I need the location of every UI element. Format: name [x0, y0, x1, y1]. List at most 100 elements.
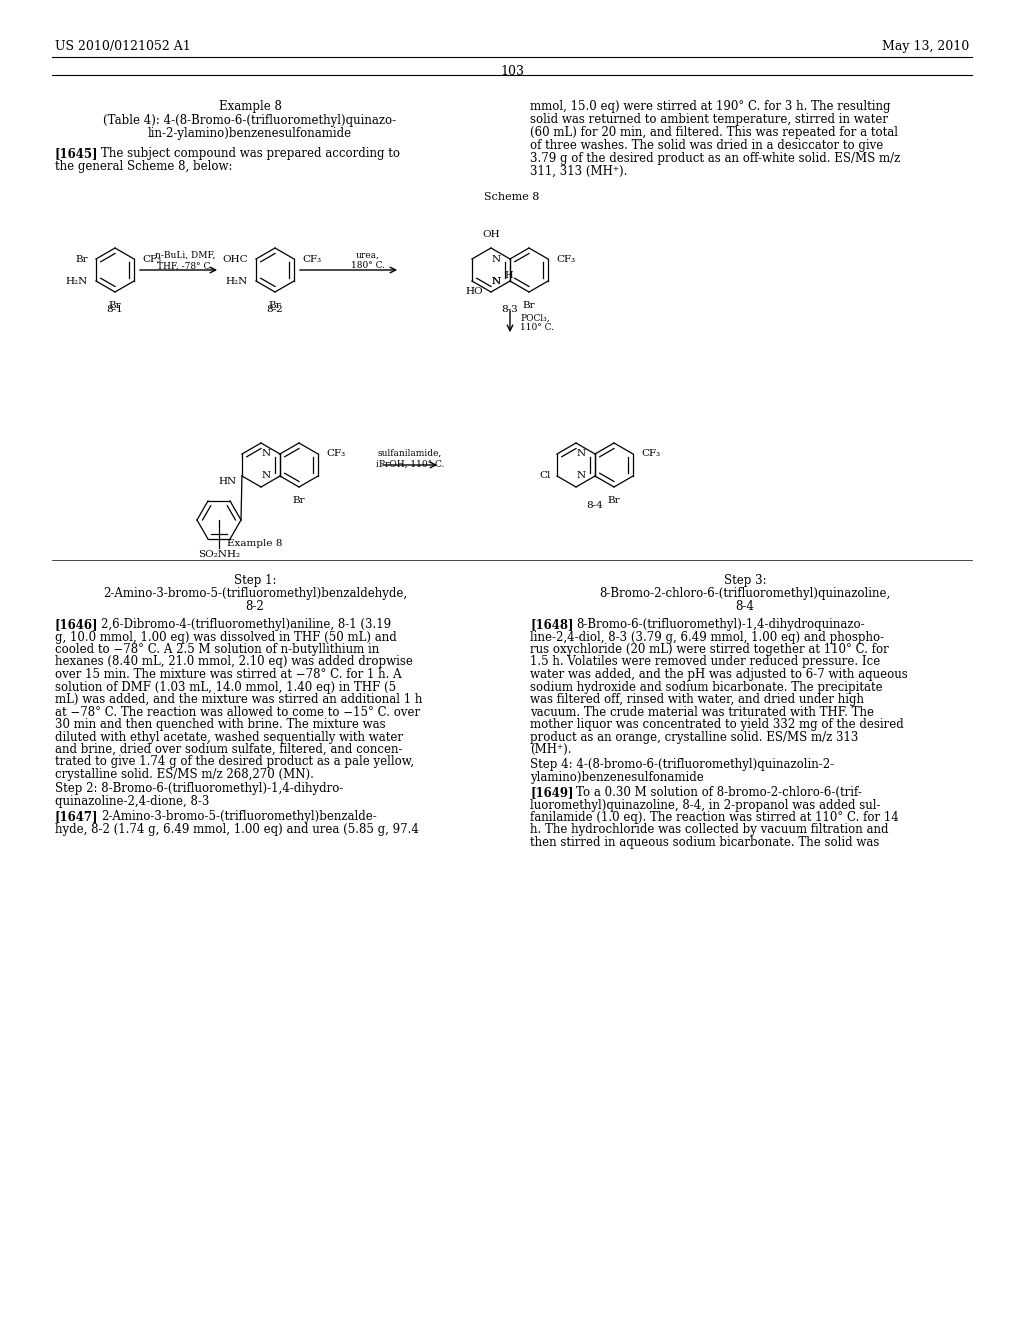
Text: N: N [492, 255, 501, 264]
Text: May 13, 2010: May 13, 2010 [882, 40, 969, 53]
Text: then stirred in aqueous sodium bicarbonate. The solid was: then stirred in aqueous sodium bicarbona… [530, 836, 880, 849]
Text: SO₂NH₂: SO₂NH₂ [198, 550, 240, 558]
Text: 110° C.: 110° C. [520, 323, 554, 333]
Text: Example 8: Example 8 [227, 539, 283, 548]
Text: N: N [577, 471, 586, 480]
Text: Br: Br [607, 496, 621, 506]
Text: 8-2: 8-2 [246, 601, 264, 612]
Text: US 2010/0121052 A1: US 2010/0121052 A1 [55, 40, 190, 53]
Text: H₂N: H₂N [225, 276, 248, 285]
Text: sulfanilamide,: sulfanilamide, [378, 449, 442, 458]
Text: h. The hydrochloride was collected by vacuum filtration and: h. The hydrochloride was collected by va… [530, 824, 889, 837]
Text: CF₃: CF₃ [556, 255, 575, 264]
Text: 8-4: 8-4 [735, 601, 755, 612]
Text: Br: Br [268, 301, 282, 310]
Text: (MH⁺).: (MH⁺). [530, 743, 571, 756]
Text: fanilamide (1.0 eq). The reaction was stirred at 110° C. for 14: fanilamide (1.0 eq). The reaction was st… [530, 810, 899, 824]
Text: solid was returned to ambient temperature, stirred in water: solid was returned to ambient temperatur… [530, 114, 888, 125]
Text: mL) was added, and the mixture was stirred an additional 1 h: mL) was added, and the mixture was stirr… [55, 693, 422, 706]
Text: HN: HN [219, 477, 237, 486]
Text: POCl₃,: POCl₃, [520, 314, 550, 322]
Text: vacuum. The crude material was triturated with THF. The: vacuum. The crude material was triturate… [530, 705, 874, 718]
Text: H₂N: H₂N [66, 276, 88, 285]
Text: The subject compound was prepared according to: The subject compound was prepared accord… [101, 147, 400, 160]
Text: Step 2: 8-Bromo-6-(trifluoromethyl)-1,4-dihydro-: Step 2: 8-Bromo-6-(trifluoromethyl)-1,4-… [55, 781, 343, 795]
Text: 8-4: 8-4 [587, 500, 603, 510]
Text: H: H [505, 272, 513, 281]
Text: [1646]: [1646] [55, 618, 98, 631]
Text: 8-1: 8-1 [106, 305, 123, 314]
Text: Step 4: 4-(8-bromo-6-(trifluoromethyl)quinazolin-2-: Step 4: 4-(8-bromo-6-(trifluoromethyl)qu… [530, 758, 835, 771]
Text: of three washes. The solid was dried in a desiccator to give: of three washes. The solid was dried in … [530, 139, 884, 152]
Text: [1647]: [1647] [55, 810, 98, 822]
Text: rus oxychloride (20 mL) were stirred together at 110° C. for: rus oxychloride (20 mL) were stirred tog… [530, 643, 889, 656]
Text: Cl: Cl [540, 471, 551, 480]
Text: CF₃: CF₃ [641, 450, 660, 458]
Text: Br: Br [293, 496, 305, 506]
Text: Step 1:: Step 1: [233, 574, 276, 587]
Text: lin-2-ylamino)benzenesulfonamide: lin-2-ylamino)benzenesulfonamide [147, 127, 352, 140]
Text: 311, 313 (MH⁺).: 311, 313 (MH⁺). [530, 165, 628, 178]
Text: 30 min and then quenched with brine. The mixture was: 30 min and then quenched with brine. The… [55, 718, 386, 731]
Text: n-BuLi, DMF,: n-BuLi, DMF, [155, 251, 215, 260]
Text: CF₃: CF₃ [142, 255, 161, 264]
Text: [1648]: [1648] [530, 618, 573, 631]
Text: [1645]: [1645] [55, 147, 98, 160]
Text: N: N [577, 450, 586, 458]
Text: N: N [492, 276, 501, 285]
Text: 1.5 h. Volatiles were removed under reduced pressure. Ice: 1.5 h. Volatiles were removed under redu… [530, 656, 881, 668]
Text: 8-3: 8-3 [502, 305, 518, 314]
Text: Br: Br [109, 301, 121, 310]
Text: 103: 103 [500, 65, 524, 78]
Text: 2,6-Dibromo-4-(trifluoromethyl)aniline, 8-1 (3.19: 2,6-Dibromo-4-(trifluoromethyl)aniline, … [101, 618, 391, 631]
Text: trated to give 1.74 g of the desired product as a pale yellow,: trated to give 1.74 g of the desired pro… [55, 755, 414, 768]
Text: 2-Amino-3-bromo-5-(trifluoromethyl)benzalde-: 2-Amino-3-bromo-5-(trifluoromethyl)benza… [101, 810, 377, 822]
Text: Scheme 8: Scheme 8 [484, 191, 540, 202]
Text: diluted with ethyl acetate, washed sequentially with water: diluted with ethyl acetate, washed seque… [55, 730, 403, 743]
Text: crystalline solid. ES/MS m/z 268,270 (MN).: crystalline solid. ES/MS m/z 268,270 (MN… [55, 768, 314, 781]
Text: solution of DMF (1.03 mL, 14.0 mmol, 1.40 eq) in THF (5: solution of DMF (1.03 mL, 14.0 mmol, 1.4… [55, 681, 396, 693]
Text: luoromethyl)quinazoline, 8-4, in 2-propanol was added sul-: luoromethyl)quinazoline, 8-4, in 2-propa… [530, 799, 881, 812]
Text: hyde, 8-2 (1.74 g, 6.49 mmol, 1.00 eq) and urea (5.85 g, 97.4: hyde, 8-2 (1.74 g, 6.49 mmol, 1.00 eq) a… [55, 822, 419, 836]
Text: g, 10.0 mmol, 1.00 eq) was dissolved in THF (50 mL) and: g, 10.0 mmol, 1.00 eq) was dissolved in … [55, 631, 396, 644]
Text: Example 8: Example 8 [218, 100, 282, 114]
Text: at −78° C. The reaction was allowed to come to −15° C. over: at −78° C. The reaction was allowed to c… [55, 705, 420, 718]
Text: 8-2: 8-2 [266, 305, 284, 314]
Text: 8-Bromo-6-(trifluoromethyl)-1,4-dihydroquinazo-: 8-Bromo-6-(trifluoromethyl)-1,4-dihydroq… [575, 618, 864, 631]
Text: OHC: OHC [222, 255, 248, 264]
Text: sodium hydroxide and sodium bicarbonate. The precipitate: sodium hydroxide and sodium bicarbonate.… [530, 681, 883, 693]
Text: (Table 4): 4-(8-Bromo-6-(trifluoromethyl)quinazo-: (Table 4): 4-(8-Bromo-6-(trifluoromethyl… [103, 114, 396, 127]
Text: Br: Br [76, 255, 88, 264]
Text: HO: HO [465, 288, 483, 297]
Text: cooled to −78° C. A 2.5 M solution of n-butyllithium in: cooled to −78° C. A 2.5 M solution of n-… [55, 643, 379, 656]
Text: THF, -78° C.: THF, -78° C. [157, 261, 213, 271]
Text: [1649]: [1649] [530, 785, 573, 799]
Text: over 15 min. The mixture was stirred at −78° C. for 1 h. A: over 15 min. The mixture was stirred at … [55, 668, 401, 681]
Text: hexanes (8.40 mL, 21.0 mmol, 2.10 eq) was added dropwise: hexanes (8.40 mL, 21.0 mmol, 2.10 eq) wa… [55, 656, 413, 668]
Text: CF₃: CF₃ [302, 255, 322, 264]
Text: line-2,4-diol, 8-3 (3.79 g, 6.49 mmol, 1.00 eq) and phospho-: line-2,4-diol, 8-3 (3.79 g, 6.49 mmol, 1… [530, 631, 884, 644]
Text: Step 3:: Step 3: [724, 574, 766, 587]
Text: iPrOH, 110° C.: iPrOH, 110° C. [376, 459, 444, 469]
Text: 3.79 g of the desired product as an off-white solid. ES/MS m/z: 3.79 g of the desired product as an off-… [530, 152, 900, 165]
Text: N: N [261, 450, 270, 458]
Text: OH: OH [482, 230, 500, 239]
Text: ylamino)benzenesulfonamide: ylamino)benzenesulfonamide [530, 771, 703, 784]
Text: 2-Amino-3-bromo-5-(trifluoromethyl)benzaldehyde,: 2-Amino-3-bromo-5-(trifluoromethyl)benza… [103, 587, 408, 601]
Text: the general Scheme 8, below:: the general Scheme 8, below: [55, 160, 232, 173]
Text: mother liquor was concentrated to yield 332 mg of the desired: mother liquor was concentrated to yield … [530, 718, 904, 731]
Text: 180° C.: 180° C. [351, 261, 385, 271]
Text: N: N [261, 471, 270, 480]
Text: product as an orange, crystalline solid. ES/MS m/z 313: product as an orange, crystalline solid.… [530, 730, 858, 743]
Text: and brine, dried over sodium sulfate, filtered, and concen-: and brine, dried over sodium sulfate, fi… [55, 743, 402, 756]
Text: water was added, and the pH was adjusted to 6-7 with aqueous: water was added, and the pH was adjusted… [530, 668, 907, 681]
Text: Br: Br [522, 301, 536, 310]
Text: 8-Bromo-2-chloro-6-(trifluoromethyl)quinazoline,: 8-Bromo-2-chloro-6-(trifluoromethyl)quin… [599, 587, 891, 601]
Text: N: N [492, 276, 501, 285]
Text: quinazoline-2,4-dione, 8-3: quinazoline-2,4-dione, 8-3 [55, 795, 209, 808]
Text: CF₃: CF₃ [326, 450, 345, 458]
Text: urea,: urea, [356, 251, 380, 260]
Text: To a 0.30 M solution of 8-bromo-2-chloro-6-(trif-: To a 0.30 M solution of 8-bromo-2-chloro… [575, 785, 862, 799]
Text: (60 mL) for 20 min, and filtered. This was repeated for a total: (60 mL) for 20 min, and filtered. This w… [530, 125, 898, 139]
Text: was filtered off, rinsed with water, and dried under high: was filtered off, rinsed with water, and… [530, 693, 864, 706]
